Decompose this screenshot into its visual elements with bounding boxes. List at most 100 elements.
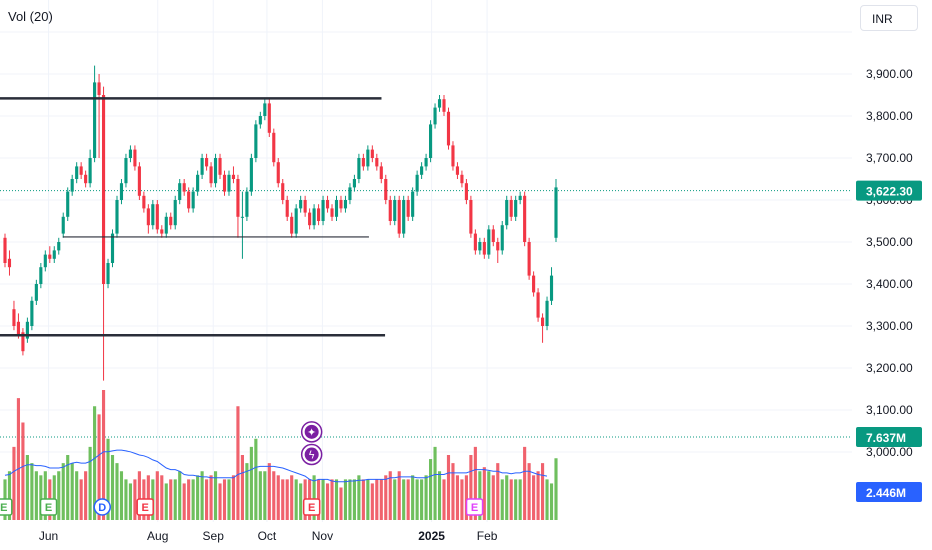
candle-body	[254, 124, 258, 158]
volume-bar	[88, 446, 92, 520]
price-tick-label: 3,500.00	[866, 235, 913, 249]
volume-bar	[178, 471, 182, 520]
candle-body	[532, 275, 536, 293]
volume-bar	[348, 479, 352, 520]
volume-bar	[285, 479, 289, 520]
volume-bar	[169, 479, 173, 520]
vol-ma_badge-bg	[856, 482, 922, 502]
candle-body	[182, 183, 186, 192]
candle-body	[397, 200, 401, 234]
volume-bar	[205, 479, 209, 520]
volume-bar	[429, 459, 433, 520]
volume-bar	[191, 479, 195, 520]
volume-bar	[330, 479, 334, 520]
volume-bar	[70, 463, 74, 520]
trend-lines[interactable]	[0, 97, 386, 337]
time-tick-label: Oct	[258, 529, 277, 543]
earnings-marker	[302, 498, 321, 516]
candle-body	[115, 200, 119, 234]
event-marker[interactable]: E	[302, 498, 321, 516]
volume-bar	[218, 483, 222, 520]
price-tick-label: 3,400.00	[866, 277, 913, 291]
ideas-icon[interactable]: ✦	[300, 421, 323, 443]
volume-bar	[133, 479, 137, 520]
currency-button[interactable]: INR	[860, 5, 918, 31]
candle-body	[290, 216, 294, 234]
event-marker[interactable]: E	[0, 498, 13, 516]
price-axis-background	[852, 0, 932, 550]
volume-bar	[357, 475, 361, 520]
candle-body	[339, 200, 343, 209]
volume-bar	[30, 463, 34, 520]
candle-body	[173, 200, 177, 226]
candle-body	[39, 267, 43, 284]
volume-bar	[209, 475, 213, 520]
candle-body	[155, 204, 159, 230]
candle-body	[227, 174, 231, 192]
candle-body	[75, 166, 79, 179]
alert-icon[interactable]: ϟ	[300, 443, 323, 466]
candle-body	[294, 208, 298, 234]
volume-bar	[93, 406, 97, 520]
ideas-icon-glyph: ✦	[307, 426, 316, 439]
volume-bar	[554, 458, 558, 520]
event-marker[interactable]: E	[465, 498, 484, 516]
candle-body	[357, 158, 361, 179]
candle-body	[43, 254, 47, 268]
volume-bar	[164, 483, 168, 520]
volume-bar	[236, 406, 240, 520]
candle-body	[527, 242, 531, 276]
volume-bar	[420, 479, 424, 520]
candle-body	[93, 82, 97, 158]
volume-bar	[52, 475, 56, 520]
volume-bar	[518, 479, 522, 520]
candle-body	[370, 149, 374, 158]
candle-body	[330, 208, 334, 217]
candle-body	[281, 183, 285, 200]
volume-bar	[290, 475, 294, 520]
volume-bar	[370, 483, 374, 520]
volume-bar	[509, 479, 513, 520]
earnings-marker	[0, 498, 13, 516]
volume-bar	[173, 479, 177, 520]
volume-bar	[384, 475, 388, 520]
volume-bar	[352, 479, 356, 520]
volume-bar	[25, 455, 29, 520]
volume-indicator-label[interactable]: Vol (20)	[8, 9, 53, 24]
candle-body	[249, 158, 253, 192]
candle-body	[348, 187, 352, 200]
volume-bar	[469, 455, 473, 520]
volume-bar	[196, 475, 200, 520]
candle-body	[491, 229, 495, 242]
volume-bar	[155, 471, 159, 520]
volume-bar	[532, 475, 536, 520]
event-marker[interactable]: E	[39, 498, 58, 516]
volume-bar	[442, 479, 446, 520]
event-marker[interactable]: D	[93, 498, 111, 516]
candle-body	[406, 200, 410, 217]
candle-body	[464, 183, 468, 200]
volume-bar	[491, 475, 495, 520]
candle-body	[205, 158, 209, 167]
candle-body	[7, 258, 12, 268]
event-marker[interactable]: E	[136, 498, 154, 516]
dividend-marker	[93, 498, 111, 516]
event-markers[interactable]: E E D E E E ✦ ϟ	[0, 421, 484, 516]
candle-body	[500, 225, 504, 251]
candle-body	[379, 166, 383, 179]
price-axis[interactable]: 3,000.00 3,100.00 3,200.00 3,300.00 3,400.00…	[852, 0, 932, 550]
volume-bar	[299, 483, 303, 520]
candle-body	[536, 292, 540, 318]
price-tick-label: 3,900.00	[866, 67, 913, 81]
candle-body	[554, 187, 558, 238]
volume-bar	[312, 475, 316, 520]
candle-body	[487, 229, 491, 255]
volume-bar	[137, 471, 141, 520]
time-tick-label: 2025	[418, 529, 445, 543]
axis-badges: 3,622.30 7.637M 2.446M	[856, 180, 922, 502]
candle-body	[317, 208, 321, 221]
time-axis[interactable]: Jun Aug Sep Oct Nov 2025 Feb	[0, 522, 932, 550]
candle-body	[240, 216, 244, 218]
volume-bar	[254, 438, 258, 520]
